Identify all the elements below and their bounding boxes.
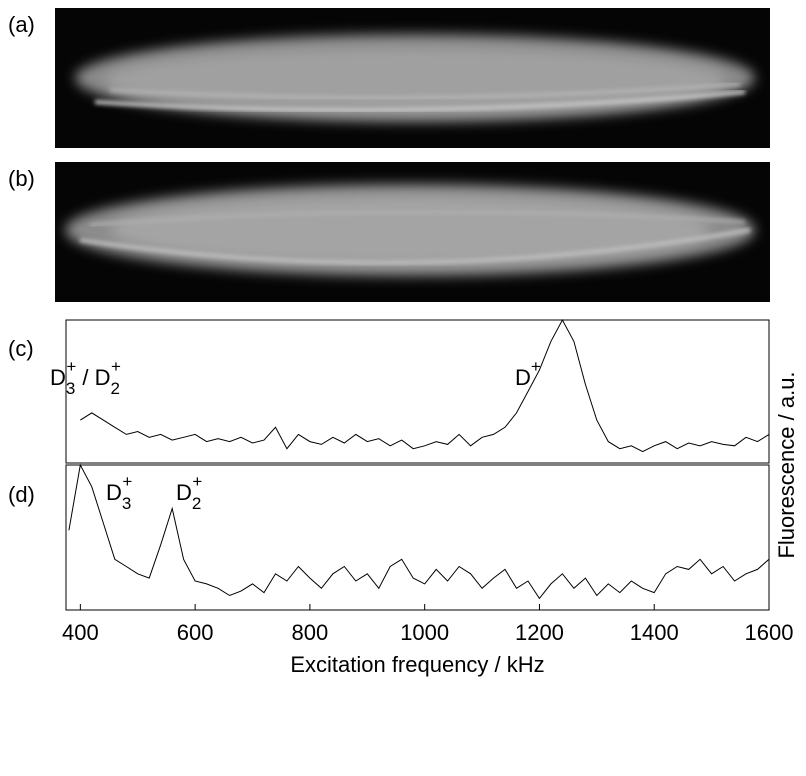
annotation: D3 + bbox=[106, 472, 132, 513]
x-tick-label: 1200 bbox=[515, 620, 564, 645]
x-tick-label: 1000 bbox=[400, 620, 449, 645]
annotation-part: D bbox=[106, 480, 122, 505]
annotation-part: + bbox=[111, 357, 121, 376]
x-tick-label: 600 bbox=[177, 620, 214, 645]
image-b bbox=[55, 162, 770, 302]
annotation-part: + bbox=[122, 472, 132, 491]
annotation-part: + bbox=[531, 357, 541, 376]
annotation-part: 2 bbox=[111, 379, 120, 398]
annotation-part: D bbox=[50, 365, 66, 390]
panel-label: (a) bbox=[8, 12, 35, 37]
annotation-part: 3 bbox=[66, 379, 75, 398]
annotation-part: 2 bbox=[192, 494, 201, 513]
y-axis-label: Fluorescence / a.u. bbox=[774, 371, 799, 558]
trace bbox=[68, 463, 770, 600]
plot-frame bbox=[65, 319, 770, 464]
annotation: D2 + bbox=[176, 472, 202, 513]
annotation-part: / D bbox=[76, 365, 110, 390]
x-tick-label: 800 bbox=[292, 620, 329, 645]
trace bbox=[80, 318, 770, 453]
x-axis-label: Excitation frequency / kHz bbox=[290, 652, 544, 677]
panel-label: (b) bbox=[8, 166, 35, 191]
panel-label: (d) bbox=[8, 482, 35, 507]
x-tick-label: 400 bbox=[62, 620, 99, 645]
plot-frame bbox=[65, 464, 770, 611]
panel-label: (c) bbox=[8, 336, 34, 361]
annotation-part: D bbox=[176, 480, 192, 505]
annotation: D+ bbox=[515, 357, 541, 390]
image-a bbox=[55, 8, 770, 148]
x-tick-label: 1400 bbox=[630, 620, 679, 645]
annotation-part: + bbox=[192, 472, 202, 491]
annotation-part: 3 bbox=[122, 494, 131, 513]
annotation-part: D bbox=[515, 365, 531, 390]
x-tick-label: 1600 bbox=[745, 620, 794, 645]
annotation: D3 + / D2 + bbox=[50, 357, 121, 398]
annotation-part: + bbox=[66, 357, 76, 376]
